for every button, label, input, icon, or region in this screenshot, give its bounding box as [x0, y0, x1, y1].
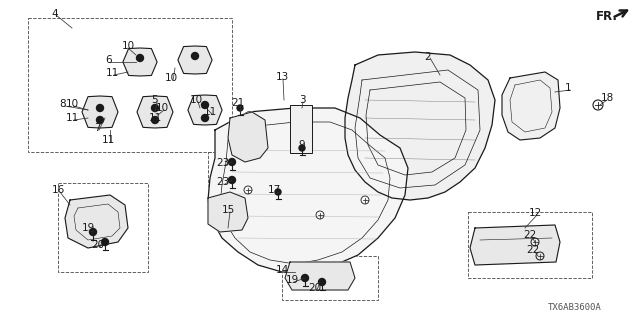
Polygon shape	[345, 52, 495, 200]
Text: 7: 7	[93, 123, 100, 133]
Text: 2: 2	[425, 52, 431, 62]
Text: 11: 11	[106, 68, 118, 78]
Text: 18: 18	[600, 93, 614, 103]
Circle shape	[90, 228, 97, 236]
Text: 6: 6	[106, 55, 112, 65]
Text: 22: 22	[526, 245, 540, 255]
Text: 20: 20	[308, 283, 321, 293]
Text: 23: 23	[216, 158, 230, 168]
Circle shape	[237, 105, 243, 111]
Text: 10: 10	[65, 99, 79, 109]
Polygon shape	[208, 192, 248, 232]
Polygon shape	[188, 95, 222, 125]
Text: 9: 9	[299, 140, 305, 150]
Text: 5: 5	[152, 95, 158, 105]
Circle shape	[102, 238, 109, 245]
Circle shape	[97, 105, 104, 111]
Bar	[28, 18, 232, 152]
Text: 19: 19	[285, 275, 299, 285]
Text: 23: 23	[216, 177, 230, 187]
Text: 11: 11	[101, 135, 115, 145]
Circle shape	[228, 177, 236, 183]
Text: 1: 1	[564, 83, 572, 93]
Circle shape	[152, 116, 159, 124]
Text: 22: 22	[524, 230, 536, 240]
Circle shape	[191, 52, 198, 60]
Circle shape	[301, 275, 308, 282]
Circle shape	[299, 145, 305, 151]
Polygon shape	[137, 96, 173, 128]
Polygon shape	[178, 46, 212, 74]
Text: 11: 11	[204, 107, 216, 117]
Text: 20: 20	[92, 240, 104, 250]
Polygon shape	[285, 262, 355, 290]
Circle shape	[136, 54, 143, 61]
Bar	[468, 212, 592, 278]
Circle shape	[319, 278, 326, 285]
Circle shape	[202, 115, 209, 122]
Circle shape	[275, 189, 281, 195]
Text: 19: 19	[81, 223, 95, 233]
Bar	[282, 256, 378, 300]
Circle shape	[228, 158, 236, 165]
Polygon shape	[123, 48, 157, 76]
Polygon shape	[65, 195, 128, 248]
Bar	[208, 152, 308, 218]
Text: 16: 16	[51, 185, 65, 195]
Polygon shape	[82, 96, 118, 128]
Circle shape	[202, 101, 209, 108]
Text: 4: 4	[52, 9, 58, 19]
Circle shape	[152, 105, 159, 111]
Text: FR.: FR.	[596, 10, 618, 22]
Text: TX6AB3600A: TX6AB3600A	[548, 303, 602, 313]
Circle shape	[97, 116, 104, 124]
Text: 10: 10	[122, 41, 134, 51]
Text: 11: 11	[148, 113, 162, 123]
Text: 13: 13	[275, 72, 289, 82]
Text: 10: 10	[164, 73, 177, 83]
Text: 15: 15	[221, 205, 235, 215]
Text: 10: 10	[156, 103, 168, 113]
Text: 21: 21	[232, 98, 244, 108]
Polygon shape	[228, 112, 268, 162]
Text: 17: 17	[268, 185, 280, 195]
Text: 11: 11	[65, 113, 79, 123]
Bar	[58, 183, 148, 272]
Polygon shape	[470, 225, 560, 265]
Polygon shape	[502, 72, 560, 140]
Polygon shape	[208, 108, 408, 272]
Bar	[290, 105, 312, 153]
Text: 10: 10	[189, 95, 203, 105]
Text: 3: 3	[299, 95, 305, 105]
Text: 8: 8	[60, 99, 67, 109]
Text: 12: 12	[529, 208, 541, 218]
Text: 14: 14	[275, 265, 289, 275]
